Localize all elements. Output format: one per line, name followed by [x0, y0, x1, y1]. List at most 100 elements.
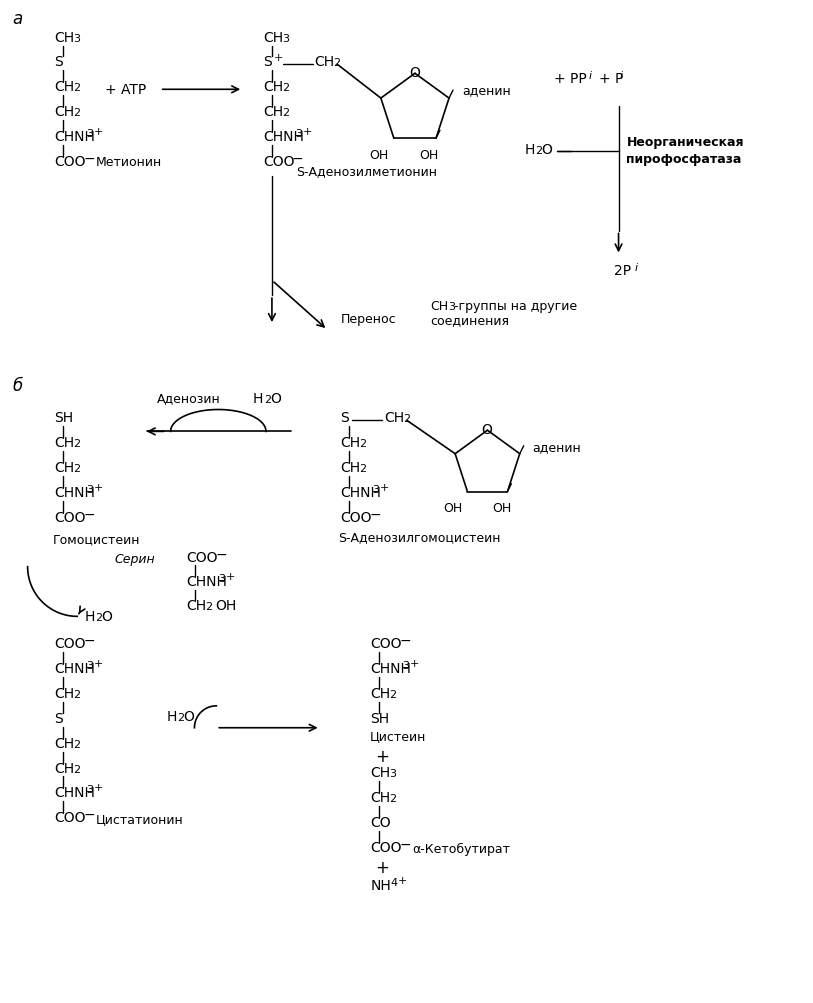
- Text: COO: COO: [341, 511, 372, 525]
- Text: COO: COO: [54, 637, 86, 651]
- Text: а: а: [13, 10, 23, 28]
- Text: 2: 2: [359, 463, 367, 473]
- Text: CH: CH: [370, 686, 390, 700]
- Text: CO: CO: [370, 815, 391, 829]
- Text: +: +: [302, 127, 312, 137]
- Text: CH: CH: [54, 105, 75, 119]
- Text: OH: OH: [444, 502, 463, 515]
- Text: -группы на другие: -группы на другие: [454, 299, 576, 312]
- Text: 2: 2: [403, 414, 410, 424]
- Text: 4: 4: [390, 877, 398, 887]
- Text: CH: CH: [186, 599, 207, 613]
- Text: +: +: [94, 127, 103, 137]
- Text: CH: CH: [263, 105, 283, 119]
- Text: б: б: [13, 376, 23, 394]
- Text: COO: COO: [263, 154, 294, 169]
- Text: 3: 3: [73, 33, 80, 43]
- Text: CH: CH: [54, 760, 75, 774]
- Text: CH: CH: [54, 436, 75, 450]
- Text: H: H: [253, 391, 263, 405]
- Text: CH: CH: [263, 80, 283, 94]
- Text: Цистеин: Цистеин: [370, 729, 427, 742]
- Text: α-Кетобутират: α-Кетобутират: [412, 842, 510, 855]
- Text: 2: 2: [333, 58, 341, 68]
- Text: CHNH: CHNH: [54, 661, 95, 675]
- Text: COO: COO: [54, 154, 86, 169]
- Text: + ATP: + ATP: [105, 83, 146, 97]
- Text: 3: 3: [448, 302, 454, 312]
- Text: 2: 2: [73, 439, 80, 449]
- Text: i: i: [620, 71, 623, 81]
- Text: COO: COO: [54, 511, 86, 525]
- Text: −: −: [292, 151, 303, 165]
- Text: + PP: + PP: [554, 72, 587, 86]
- Text: O: O: [481, 423, 493, 437]
- Text: SH: SH: [370, 711, 389, 725]
- Text: 3: 3: [282, 33, 289, 43]
- Text: +: +: [410, 658, 420, 668]
- Text: OH: OH: [493, 502, 511, 515]
- Text: 3: 3: [402, 660, 409, 670]
- Text: CH: CH: [385, 411, 404, 425]
- Text: −: −: [83, 151, 95, 165]
- Text: CH: CH: [341, 436, 361, 450]
- Text: 2: 2: [359, 439, 367, 449]
- Text: 2: 2: [73, 739, 80, 749]
- Text: +: +: [94, 482, 103, 492]
- Text: +: +: [94, 782, 103, 792]
- Text: 3: 3: [295, 129, 302, 138]
- Text: аденин: аденин: [533, 440, 580, 453]
- Text: S: S: [54, 711, 63, 725]
- Text: −: −: [215, 548, 227, 561]
- Text: CH: CH: [54, 30, 75, 44]
- Text: O: O: [101, 610, 112, 624]
- Text: +: +: [380, 482, 389, 492]
- Text: −: −: [83, 634, 95, 648]
- Text: 3: 3: [86, 484, 93, 494]
- Text: H: H: [167, 709, 177, 723]
- Text: 3: 3: [86, 660, 93, 670]
- Text: O: O: [184, 709, 194, 723]
- Text: S-Аденозилметионин: S-Аденозилметионин: [296, 165, 437, 179]
- Text: S: S: [54, 55, 63, 69]
- Text: CH: CH: [341, 460, 361, 474]
- Text: 2: 2: [95, 613, 102, 623]
- Text: 3: 3: [389, 768, 396, 778]
- Text: −: −: [369, 508, 380, 522]
- Text: −: −: [399, 838, 411, 852]
- Text: Гомоцистеин: Гомоцистеин: [52, 533, 140, 546]
- Text: CH: CH: [54, 460, 75, 474]
- Text: +: +: [376, 859, 389, 876]
- Text: CHNH: CHNH: [54, 130, 95, 143]
- Text: CHNH: CHNH: [54, 485, 95, 499]
- Text: CH: CH: [370, 790, 390, 804]
- Text: 2: 2: [389, 793, 396, 803]
- Text: O: O: [541, 142, 552, 156]
- Text: пирофосфатаза: пирофосфатаза: [627, 153, 741, 166]
- Text: +: +: [226, 571, 236, 581]
- Text: CHNH: CHNH: [370, 661, 411, 675]
- Text: CHNH: CHNH: [54, 785, 95, 799]
- Text: −: −: [83, 807, 95, 821]
- Text: 2P: 2P: [614, 264, 631, 278]
- Text: соединения: соединения: [430, 314, 509, 327]
- Text: 2: 2: [389, 689, 396, 699]
- Text: H: H: [85, 610, 94, 624]
- Text: CH: CH: [370, 765, 390, 779]
- Text: CH: CH: [54, 736, 75, 750]
- Text: CH: CH: [315, 55, 335, 69]
- Text: −: −: [399, 634, 411, 648]
- Text: 2: 2: [282, 83, 289, 93]
- Text: 2: 2: [73, 689, 80, 699]
- Text: Цистатионин: Цистатионин: [96, 811, 184, 824]
- Text: +: +: [274, 53, 283, 63]
- Text: +: +: [94, 658, 103, 668]
- Text: 2: 2: [535, 145, 542, 155]
- Text: i: i: [589, 71, 592, 81]
- Text: SH: SH: [54, 411, 73, 425]
- Text: CH: CH: [54, 80, 75, 94]
- Text: 3: 3: [86, 784, 93, 794]
- Text: NH: NH: [370, 878, 391, 892]
- Text: CHNH: CHNH: [263, 130, 304, 143]
- Text: Серин: Серин: [114, 553, 154, 566]
